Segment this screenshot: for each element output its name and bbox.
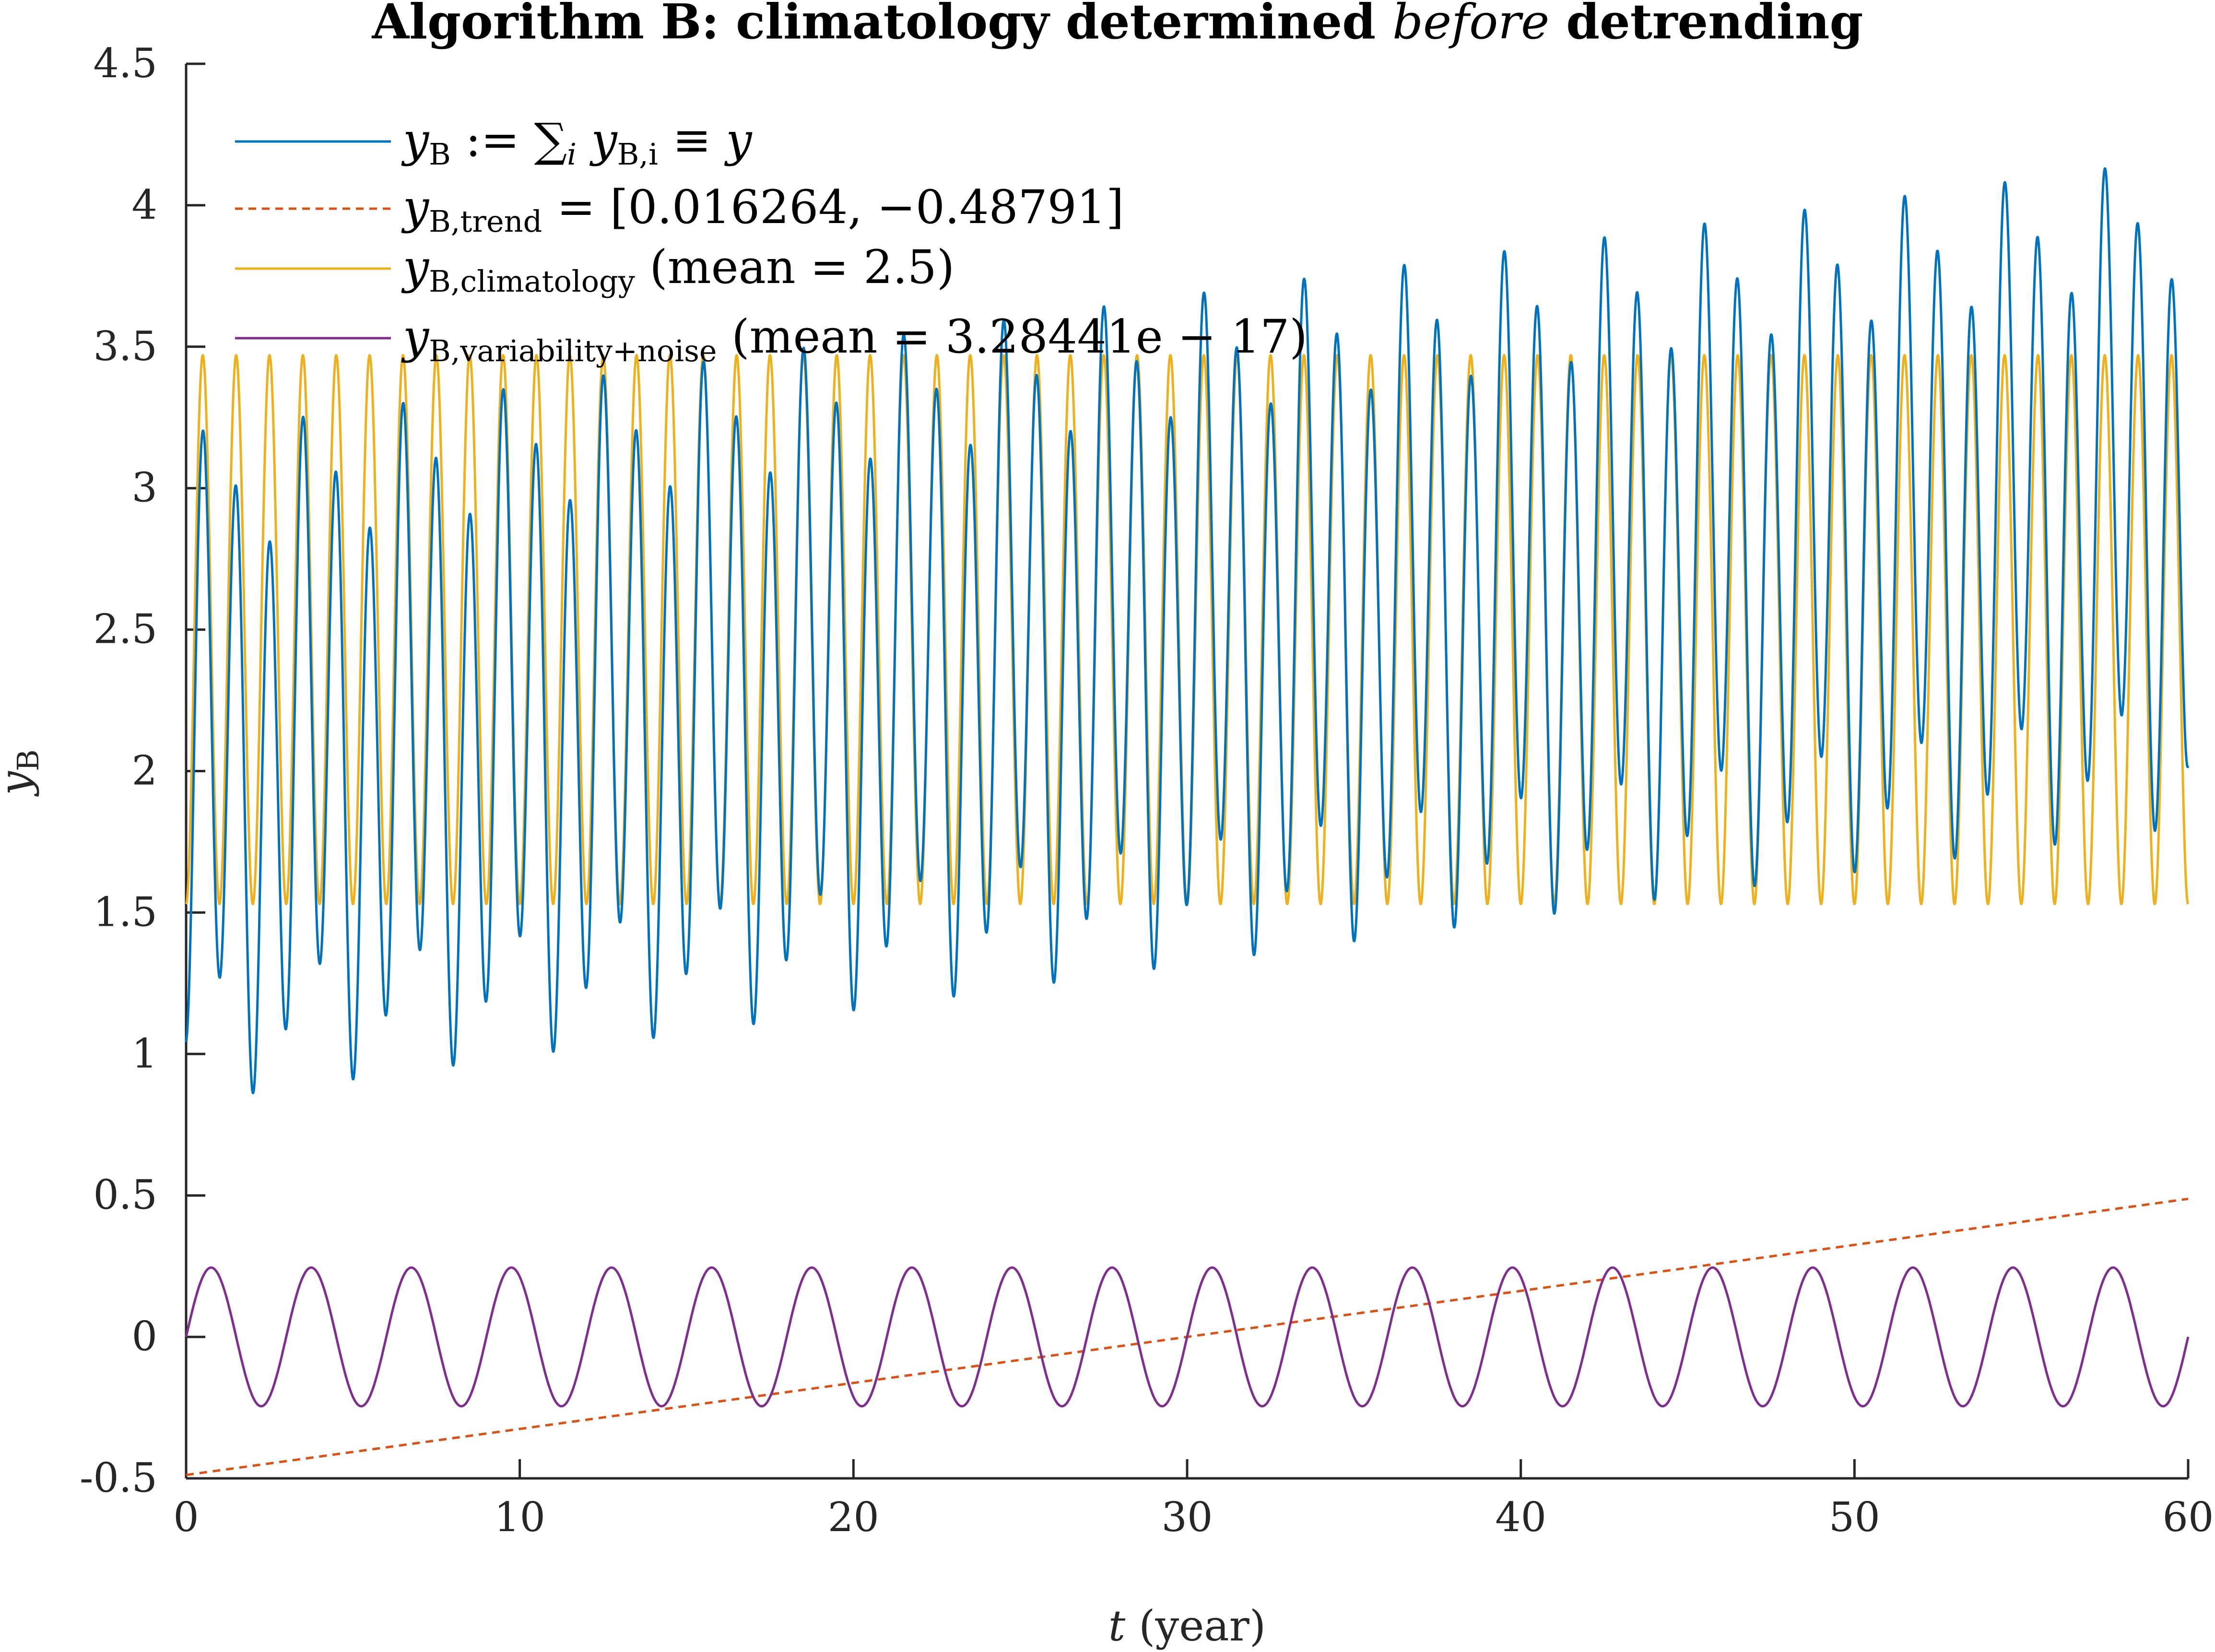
- y-tick-label: 3.5: [93, 323, 157, 370]
- y-tick-label: 0: [132, 1313, 157, 1360]
- legend-trend-sub: B,trend: [429, 204, 542, 239]
- y-tick-label: 0.5: [93, 1171, 157, 1218]
- y-axis-label-var: y: [0, 771, 40, 797]
- x-axis-label-spacer: [1125, 1601, 1139, 1651]
- chart-title-part1: Algorithm B: climatology determined: [372, 0, 1392, 50]
- x-ticks: 0 10 20 30 40 50 60: [173, 1459, 2214, 1541]
- y-ticks: -0.5 0 0.5 1 1.5 2 2.5 3 3.5 4 4.5: [80, 40, 205, 1501]
- legend-label-total: yB := ∑i yB,i ≡ y: [401, 113, 753, 172]
- legend-total-rest3: ≡ y: [658, 113, 753, 167]
- y-tick-label: 4: [132, 181, 157, 228]
- legend-label-trend: yB,trend = [0.016264, −0.48791]: [401, 180, 1124, 239]
- series-line-total: [185, 167, 2190, 1095]
- y-tick-label: 2.5: [93, 606, 157, 653]
- y-tick-label: 1.5: [93, 888, 157, 935]
- series-line-climatology: [185, 354, 2190, 906]
- legend-total-rest: := ∑: [451, 113, 567, 167]
- x-axis-label: t (year): [1108, 1601, 1266, 1651]
- series-line-variability: [185, 1266, 2190, 1408]
- legend-climatology-sub: B,climatology: [429, 264, 635, 299]
- legend-label-variability: yB,variability+noise (mean = 3.28441e − …: [401, 310, 1308, 368]
- y-axis-label: yB: [0, 749, 46, 797]
- y-tick-label: -0.5: [80, 1454, 157, 1501]
- legend-entry-trend: yB,trend = [0.016264, −0.48791]: [235, 180, 1124, 239]
- chart-title: Algorithm B: climatology determined befo…: [372, 0, 1863, 50]
- legend-total-var: y: [401, 113, 430, 167]
- x-tick-label: 30: [1162, 1494, 1213, 1541]
- chart-title-part2: detrending: [1549, 0, 1863, 50]
- legend-entry-climatology: yB,climatology (mean = 2.5): [235, 240, 954, 299]
- legend-total-sum-sub: i: [567, 137, 577, 172]
- x-tick-label: 50: [1829, 1494, 1880, 1541]
- legend-total-sub: B: [429, 137, 451, 172]
- legend-label-climatology: yB,climatology (mean = 2.5): [401, 240, 954, 299]
- x-tick-label: 10: [494, 1494, 545, 1541]
- y-tick-label: 2: [132, 747, 157, 794]
- y-tick-label: 1: [132, 1030, 157, 1077]
- x-axis-label-unit: (year): [1139, 1601, 1266, 1651]
- chart-title-emphasis: before: [1392, 0, 1549, 50]
- legend-climatology-rest: (mean = 2.5): [635, 240, 954, 294]
- legend-variability-sub: B,variability+noise: [429, 333, 717, 368]
- y-tick-label: 4.5: [93, 40, 157, 87]
- legend-variability-rest: (mean = 3.28441e − 17): [717, 310, 1308, 364]
- legend: yB := ∑i yB,i ≡ y yB,trend = [0.016264, …: [235, 113, 1308, 368]
- legend-entry-total: yB := ∑i yB,i ≡ y: [235, 113, 753, 172]
- x-tick-label: 40: [1495, 1494, 1546, 1541]
- legend-trend-var: y: [401, 180, 430, 234]
- legend-total-sub2: B,i: [617, 137, 658, 172]
- x-tick-label: 60: [2163, 1494, 2214, 1541]
- legend-trend-rest: = [0.016264, −0.48791]: [542, 180, 1124, 234]
- x-tick-label: 0: [173, 1494, 199, 1541]
- x-tick-label: 20: [828, 1494, 879, 1541]
- y-axis-label-sub: B: [11, 749, 46, 771]
- series-layer: [185, 167, 2190, 1476]
- legend-climatology-var: y: [401, 240, 430, 294]
- y-tick-label: 3: [132, 464, 157, 511]
- legend-entry-variability: yB,variability+noise (mean = 3.28441e − …: [235, 310, 1308, 368]
- legend-variability-var: y: [401, 310, 430, 364]
- legend-total-rest2: y: [577, 113, 618, 167]
- x-axis-label-var: t: [1108, 1601, 1126, 1651]
